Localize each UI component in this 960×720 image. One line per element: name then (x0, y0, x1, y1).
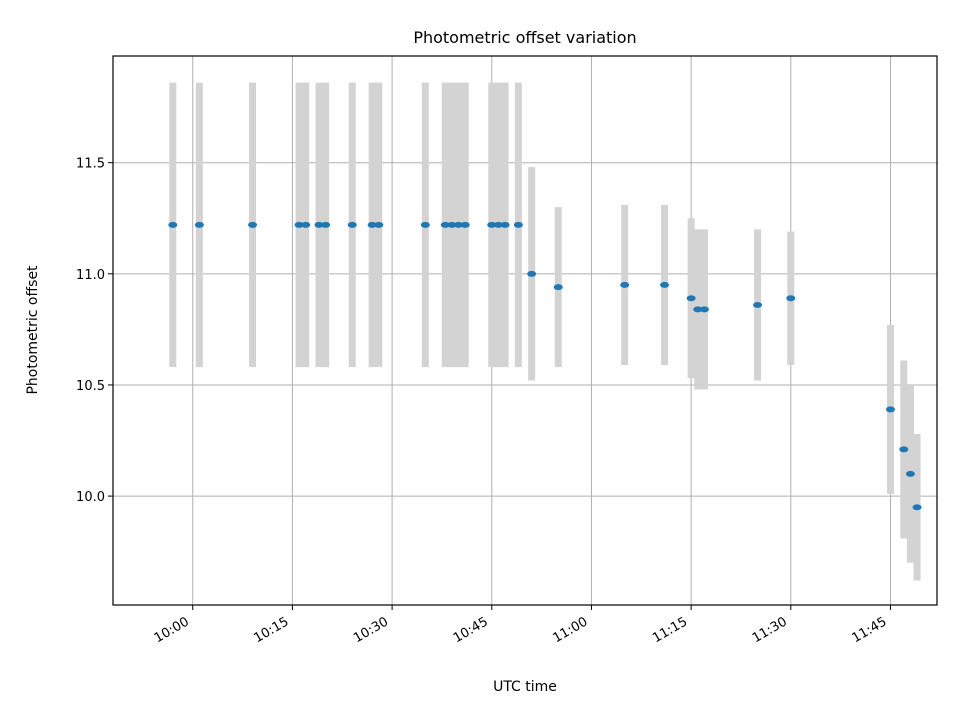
data-point (447, 221, 457, 228)
data-point (527, 270, 537, 277)
data-point (454, 221, 464, 228)
data-point (620, 281, 630, 288)
data-point (905, 470, 915, 477)
data-point (493, 221, 503, 228)
chart-title: Photometric offset variation (413, 28, 636, 47)
y-tick-label: 11.5 (76, 157, 105, 172)
data-point (374, 221, 384, 228)
data-point (168, 221, 178, 228)
data-point (294, 221, 304, 228)
data-point (321, 221, 331, 228)
data-point (699, 306, 709, 313)
data-point (487, 221, 497, 228)
point-layer (168, 221, 922, 511)
data-point (248, 221, 258, 228)
data-point (367, 221, 377, 228)
data-point (912, 504, 922, 511)
data-point (314, 221, 324, 228)
data-point (686, 295, 696, 302)
data-point (347, 221, 357, 228)
data-point (500, 221, 510, 228)
data-point (440, 221, 450, 228)
data-point (885, 406, 895, 413)
data-point (553, 284, 563, 291)
y-tick-label: 10.0 (76, 490, 105, 505)
data-point (420, 221, 430, 228)
y-tick-label: 11.0 (76, 268, 105, 283)
plot-frame (112, 55, 938, 606)
data-point (786, 295, 796, 302)
data-point (301, 221, 311, 228)
data-point (753, 301, 763, 308)
data-point (693, 306, 703, 313)
data-point (194, 221, 204, 228)
y-axis-label: Photometric offset (25, 265, 41, 395)
y-tick-label: 10.5 (76, 379, 105, 394)
data-point (513, 221, 523, 228)
data-point (660, 281, 670, 288)
data-point (899, 446, 909, 453)
x-axis-label: UTC time (493, 679, 557, 695)
data-point (460, 221, 470, 228)
